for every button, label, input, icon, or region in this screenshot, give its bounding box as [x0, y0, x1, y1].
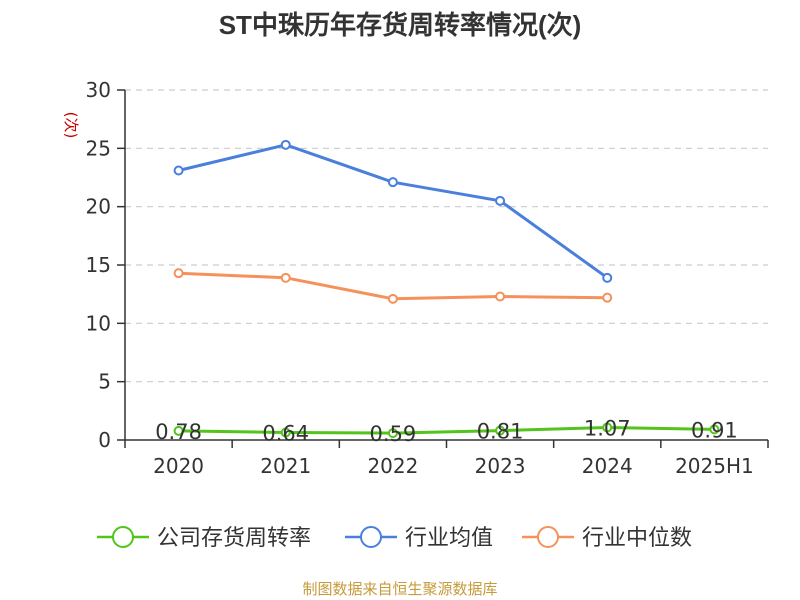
y-tick-label: 15 [86, 253, 111, 277]
data-label: 1.07 [584, 417, 631, 441]
legend-label: 行业中位数 [582, 526, 692, 551]
x-tick-label: 2023 [475, 454, 526, 478]
data-point [173, 165, 184, 176]
y-tick-label: 0 [98, 428, 111, 452]
series-line-0 [178, 426, 715, 435]
data-point [495, 425, 506, 436]
y-axis-unit-label: (次) [62, 112, 80, 139]
data-point [387, 428, 398, 439]
x-tick-label: 2024 [582, 454, 633, 478]
legend-marker [360, 526, 382, 548]
data-point [173, 268, 184, 279]
series-line-1 [178, 143, 609, 280]
data-point [709, 424, 720, 435]
legend: 公司存货周转率 行业均值 行业中位数 [97, 526, 692, 551]
y-tick-label: 10 [86, 311, 111, 335]
x-tick-label: 2025H1 [675, 454, 754, 478]
data-label: 0.91 [691, 418, 738, 442]
data-point [387, 293, 398, 304]
data-label: 0.64 [262, 422, 309, 446]
data-label: 0.81 [477, 420, 524, 444]
y-tick-label: 25 [86, 136, 111, 160]
data-point [495, 195, 506, 206]
legend-item: 公司存货周转率 [97, 526, 311, 551]
grid-lines [125, 89, 768, 383]
legend-label: 公司存货周转率 [157, 526, 311, 551]
x-tick-label: 2022 [367, 454, 418, 478]
chart-title: ST中珠历年存货周转率情况(次) [219, 10, 582, 40]
axes: 0 5 10 15 20 25 30 2020 2021 2022 2023 2024 2025H1 [86, 78, 769, 478]
data-point [387, 177, 398, 188]
legend-item: 行业中位数 [522, 526, 692, 551]
y-tick-label: 20 [86, 195, 111, 219]
legend-item: 行业均值 [345, 526, 493, 551]
series-lines [173, 139, 720, 439]
data-label: 0.78 [155, 420, 202, 444]
x-tick-label: 2021 [260, 454, 311, 478]
y-tick-label: 5 [98, 370, 111, 394]
data-point [495, 291, 506, 302]
data-point [602, 272, 613, 283]
legend-label: 行业均值 [405, 526, 493, 551]
data-label: 0.59 [370, 422, 417, 446]
legend-marker [537, 526, 559, 548]
data-point [173, 425, 184, 436]
data-point [280, 272, 291, 283]
data-point [280, 139, 291, 150]
y-tick-label: 30 [86, 78, 111, 102]
data-labels: 0.78 0.64 0.59 0.81 1.07 0.91 [155, 417, 738, 447]
legend-marker [112, 526, 134, 548]
data-point [602, 292, 613, 303]
source-note: 制图数据来自恒生聚源数据库 [302, 580, 497, 598]
data-point [280, 427, 291, 438]
x-tick-label: 2020 [153, 454, 204, 478]
data-point [602, 422, 613, 433]
